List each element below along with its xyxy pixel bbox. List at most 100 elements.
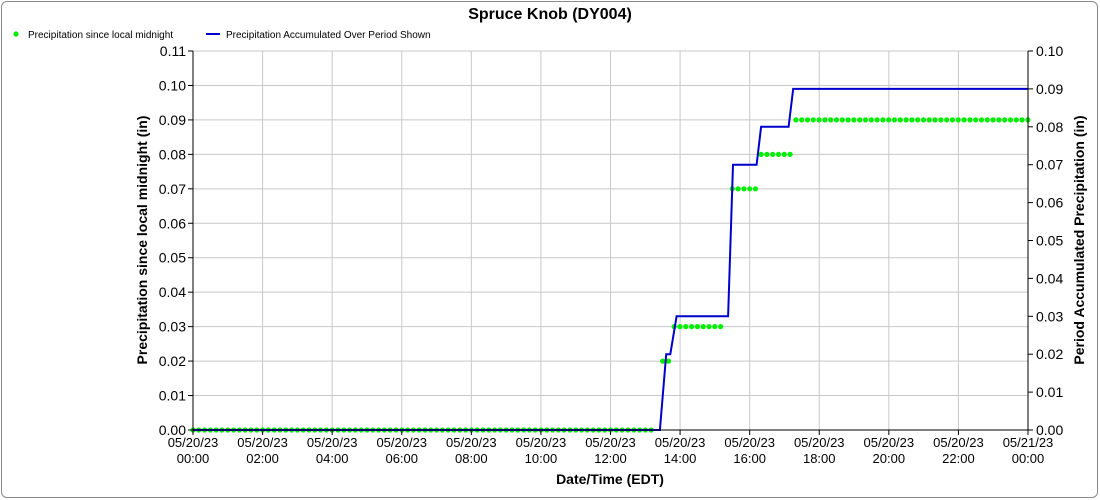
y-tick-label-right: 0.09 <box>1036 81 1063 97</box>
y-axis-label-left: Precipitation since local midnight (in) <box>134 116 150 365</box>
data-point-midnight <box>955 117 961 123</box>
y-tick-label-left: 0.05 <box>159 250 186 266</box>
y-axis-label-right: Period Accumulated Precipitation (in) <box>1071 115 1087 364</box>
data-point-midnight <box>961 117 967 123</box>
y-tick-label-right: 0.05 <box>1036 233 1063 249</box>
data-point-midnight <box>741 186 747 192</box>
data-point-midnight <box>938 117 944 123</box>
data-point-midnight <box>978 117 985 123</box>
x-tick-time: 12:00 <box>594 451 627 466</box>
y-tick-label-right: 0.08 <box>1036 119 1063 135</box>
x-tick-time: 14:00 <box>664 451 697 466</box>
data-point-midnight <box>747 186 753 192</box>
x-tick-time: 10:00 <box>525 451 558 466</box>
data-point-midnight <box>984 117 990 123</box>
legend-label-midnight: Precipitation since local midnight <box>28 30 173 41</box>
x-tick-date: 05/20/23 <box>376 435 427 450</box>
y-tick-label-left: 0.07 <box>159 181 186 197</box>
y-tick-label-left: 0.00 <box>159 422 186 438</box>
x-tick-date: 05/20/23 <box>307 435 358 450</box>
data-point-midnight <box>735 186 741 192</box>
data-point-midnight <box>804 117 811 123</box>
x-tick-date: 05/21/23 <box>1003 435 1054 450</box>
data-point-midnight <box>764 151 770 157</box>
legend-label-period: Precipitation Accumulated Over Period Sh… <box>226 30 431 41</box>
data-point-midnight <box>787 151 793 157</box>
x-tick-time: 20:00 <box>873 451 906 466</box>
data-point-midnight <box>665 358 672 364</box>
x-tick-time: 22:00 <box>942 451 975 466</box>
series-line-period <box>193 87 1028 431</box>
y-tick-label-right: 0.10 <box>1036 43 1063 59</box>
x-tick-time: 00:00 <box>1012 451 1045 466</box>
data-point-midnight <box>683 324 689 330</box>
y-tick-label-left: 0.11 <box>160 43 186 59</box>
data-point-midnight <box>909 117 915 123</box>
x-tick-date: 05/20/23 <box>864 435 915 450</box>
data-point-midnight <box>1002 117 1008 123</box>
data-point-midnight <box>810 117 816 123</box>
data-point-midnight <box>845 117 851 123</box>
data-point-midnight <box>926 117 932 123</box>
x-tick-date: 05/20/23 <box>655 435 706 450</box>
data-point-midnight <box>897 117 903 123</box>
axes: 0.00 0.01 0.02 0.03 0.04 0.05 0.06 0.07 0.08 0.09… <box>159 43 1064 466</box>
data-point-midnight <box>973 117 979 123</box>
grid <box>192 50 1029 431</box>
data-point-midnight <box>990 117 996 123</box>
data-point-midnight <box>689 324 695 330</box>
x-tick-time: 02:00 <box>246 451 279 466</box>
y-tick-label-right: 0.02 <box>1036 346 1063 362</box>
data-point-midnight <box>770 151 776 157</box>
data-point-midnight <box>949 117 956 123</box>
data-point-midnight <box>868 117 874 123</box>
y-tick-label-left: 0.09 <box>159 112 186 128</box>
data-point-midnight <box>903 117 909 123</box>
data-point-midnight <box>677 324 683 330</box>
y-tick-label-left: 0.04 <box>159 284 186 300</box>
data-point-midnight <box>1007 117 1014 123</box>
x-tick-time: 06:00 <box>385 451 418 466</box>
data-point-midnight <box>996 117 1002 123</box>
data-point-midnight <box>851 117 857 123</box>
data-point-midnight <box>822 117 828 123</box>
data-point-midnight <box>932 117 938 123</box>
x-tick-time: 00:00 <box>177 451 210 466</box>
legend-marker-dots <box>13 31 19 37</box>
chart-title: Spruce Knob (DY004) <box>468 6 632 23</box>
y-tick-label-right: 0.06 <box>1036 195 1063 211</box>
x-tick-time: 16:00 <box>733 451 766 466</box>
y-tick-label-left: 0.06 <box>159 215 186 231</box>
data-point-midnight <box>891 117 898 123</box>
data-point-midnight <box>752 186 759 192</box>
x-tick-date: 05/20/23 <box>516 435 567 450</box>
y-tick-label-left: 0.03 <box>159 319 186 335</box>
x-tick-date: 05/20/23 <box>446 435 497 450</box>
x-axis-label: Date/Time (EDT) <box>556 471 664 487</box>
y-tick-label-right: 0.04 <box>1036 270 1063 286</box>
y-tick-label-right: 0.03 <box>1036 308 1063 324</box>
data-point-midnight <box>781 151 787 157</box>
y-tick-label-left: 0.02 <box>159 353 186 369</box>
data-point-midnight <box>915 117 921 123</box>
y-tick-label-left: 0.08 <box>159 146 186 162</box>
data-point-midnight <box>694 324 701 330</box>
data-point-midnight <box>706 324 712 330</box>
data-point-midnight <box>967 117 973 123</box>
data-point-midnight <box>886 117 892 123</box>
data-point-midnight <box>660 358 666 364</box>
y-tick-label-right: 0.00 <box>1036 422 1063 438</box>
data-point-midnight <box>833 117 840 123</box>
x-tick-time: 18:00 <box>803 451 836 466</box>
x-tick-date: 05/20/23 <box>933 435 984 450</box>
data-point-midnight <box>700 324 706 330</box>
data-point-midnight <box>944 117 950 123</box>
data-point-midnight <box>816 117 822 123</box>
x-tick-date: 05/20/23 <box>585 435 636 450</box>
data-point-midnight <box>758 151 764 157</box>
legend: Precipitation since local midnight Preci… <box>13 30 431 41</box>
data-point-midnight <box>712 324 718 330</box>
data-point-midnight <box>718 324 724 330</box>
